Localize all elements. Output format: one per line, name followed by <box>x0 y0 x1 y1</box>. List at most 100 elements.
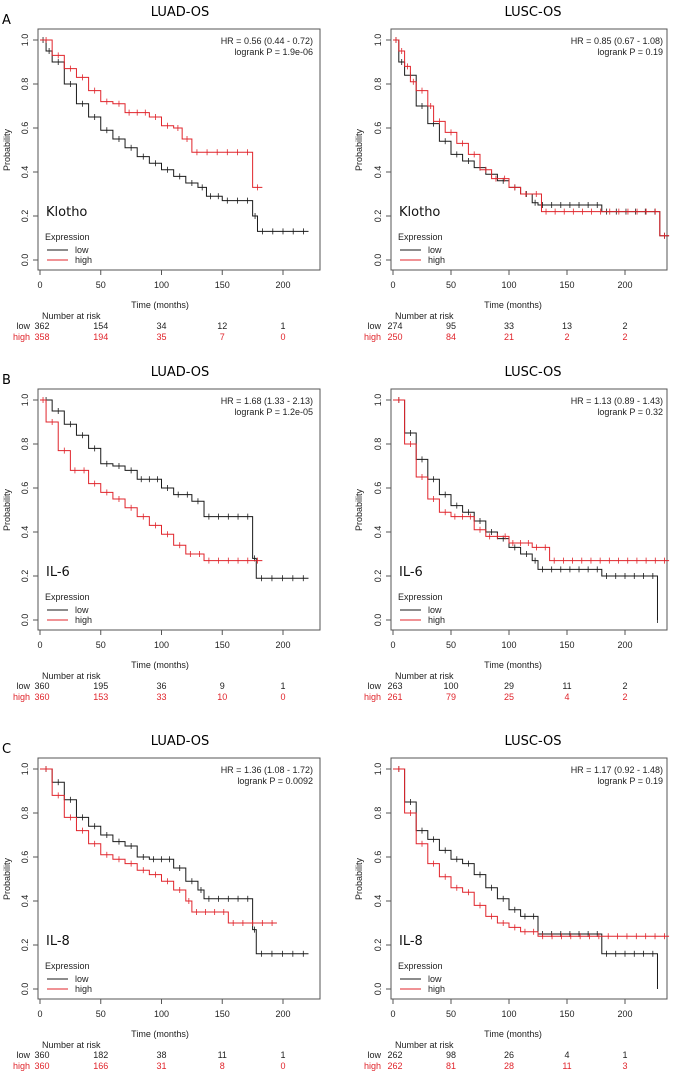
risk-count-low: 262 <box>387 1050 402 1060</box>
risk-count-high: 194 <box>93 332 108 342</box>
risk-count-high: 21 <box>504 332 514 342</box>
x-tick-label: 150 <box>215 280 230 290</box>
x-tick-label: 150 <box>559 640 574 650</box>
x-tick-label: 200 <box>617 1009 632 1019</box>
km-curve-high <box>393 399 670 562</box>
risk-count-low: 360 <box>34 681 49 691</box>
km-plot-a-luad: A LUAD-OS 0.0 0.2 0.4 0.6 0.8 1.0 Probability 0 50… <box>2 5 321 342</box>
gene-label: IL-8 <box>46 934 70 949</box>
risk-count-low: 38 <box>156 1050 166 1060</box>
risk-table-title: Number at risk <box>395 1040 454 1050</box>
y-tick-label: 1.0 <box>20 394 30 407</box>
risk-count-high: 153 <box>93 692 108 702</box>
risk-count-high: 84 <box>446 332 456 342</box>
risk-count-low: 33 <box>504 321 514 331</box>
risk-count-low: 2 <box>622 321 627 331</box>
km-plot-b-lusc: LUSC-OS 0.0 0.2 0.4 0.6 0.8 1.0 Probability 0 50 1… <box>354 365 670 702</box>
x-tick-label: 100 <box>154 280 169 290</box>
x-tick-label: 100 <box>154 640 169 650</box>
y-axis-label: Probability <box>354 857 364 900</box>
risk-row-label-low: low <box>367 681 381 691</box>
gene-label: IL-6 <box>399 565 423 580</box>
plot-frame <box>390 28 668 271</box>
risk-count-low: 195 <box>93 681 108 691</box>
km-curve-low <box>40 399 309 579</box>
logrank-p: logrank P = 0.0092 <box>237 776 313 786</box>
risk-count-high: 28 <box>504 1061 514 1071</box>
risk-row-label-low: low <box>16 1050 30 1060</box>
y-tick-label: 0.4 <box>373 895 383 908</box>
risk-table-title: Number at risk <box>42 311 101 321</box>
panel-letter: C <box>2 742 11 757</box>
legend-label-high: high <box>428 984 445 994</box>
legend-label-high: high <box>75 615 92 625</box>
y-tick-label: 0.2 <box>373 570 383 583</box>
risk-count-low: 154 <box>93 321 108 331</box>
legend-label-low: low <box>75 245 89 255</box>
legend-title: Expression <box>45 592 90 602</box>
risk-count-high: 0 <box>280 332 285 342</box>
y-tick-label: 0.0 <box>20 983 30 996</box>
gene-label: IL-8 <box>399 934 423 949</box>
x-tick-label: 200 <box>617 640 632 650</box>
plot-frame <box>37 757 321 1000</box>
y-tick-label: 0.6 <box>373 482 383 495</box>
risk-row-label-high: high <box>13 1061 30 1071</box>
x-tick-label: 150 <box>215 640 230 650</box>
x-tick-label: 50 <box>96 640 106 650</box>
risk-count-high: 10 <box>217 692 227 702</box>
y-tick-label: 0.0 <box>373 254 383 267</box>
x-tick-label: 0 <box>37 280 42 290</box>
hazard-ratio: HR = 0.56 (0.44 - 0.72) <box>221 36 313 46</box>
x-tick-label: 200 <box>617 280 632 290</box>
km-curve-high <box>40 39 263 188</box>
y-tick-label: 0.6 <box>373 851 383 864</box>
risk-row-label-high: high <box>13 332 30 342</box>
y-axis-label: Probability <box>2 857 12 900</box>
legend-label-low: low <box>428 974 442 984</box>
x-tick-label: 200 <box>275 640 290 650</box>
km-curve-high <box>393 39 670 237</box>
panel-letter: A <box>2 13 11 28</box>
risk-count-high: 3 <box>622 1061 627 1071</box>
km-plot-b-luad: B LUAD-OS 0.0 0.2 0.4 0.6 0.8 1.0 Probability 0 50… <box>2 365 321 702</box>
risk-count-high: 7 <box>220 332 225 342</box>
gene-label: IL-6 <box>46 565 70 580</box>
y-tick-label: 0.0 <box>373 983 383 996</box>
risk-row-label-high: high <box>364 1061 381 1071</box>
risk-count-low: 34 <box>156 321 166 331</box>
risk-count-high: 2 <box>622 332 627 342</box>
y-tick-label: 0.6 <box>20 851 30 864</box>
y-tick-label: 0.2 <box>373 210 383 223</box>
y-tick-label: 0.8 <box>373 807 383 820</box>
risk-count-high: 2 <box>564 332 569 342</box>
plot-title: LUSC-OS <box>505 365 562 380</box>
km-plot-a-lusc: LUSC-OS 0.0 0.2 0.4 0.6 0.8 1.0 Probability 0 50 1… <box>354 5 670 342</box>
risk-count-low: 12 <box>217 321 227 331</box>
risk-table-title: Number at risk <box>395 671 454 681</box>
y-axis-label: Probability <box>354 128 364 171</box>
x-axis-label: Time (months) <box>131 660 189 670</box>
hazard-ratio: HR = 1.68 (1.33 - 2.13) <box>221 396 313 406</box>
y-tick-label: 0.6 <box>20 482 30 495</box>
logrank-p: logrank P = 0.32 <box>597 407 663 417</box>
risk-count-high: 79 <box>446 692 456 702</box>
x-tick-label: 0 <box>390 1009 395 1019</box>
risk-count-low: 362 <box>34 321 49 331</box>
risk-count-high: 360 <box>34 1061 49 1071</box>
x-tick-label: 0 <box>390 640 395 650</box>
km-curve-low <box>393 399 658 620</box>
x-axis-label: Time (months) <box>131 300 189 310</box>
logrank-p: logrank P = 1.2e-05 <box>234 407 313 417</box>
logrank-p: logrank P = 1.9e-06 <box>234 47 313 57</box>
risk-count-low: 1 <box>280 321 285 331</box>
risk-count-low: 9 <box>220 681 225 691</box>
risk-count-low: 274 <box>387 321 402 331</box>
legend-label-high: high <box>428 615 445 625</box>
x-tick-label: 50 <box>96 280 106 290</box>
risk-count-low: 100 <box>443 681 458 691</box>
risk-count-low: 1 <box>280 1050 285 1060</box>
risk-count-high: 166 <box>93 1061 108 1071</box>
y-tick-label: 0.4 <box>20 895 30 908</box>
legend-title: Expression <box>398 961 443 971</box>
